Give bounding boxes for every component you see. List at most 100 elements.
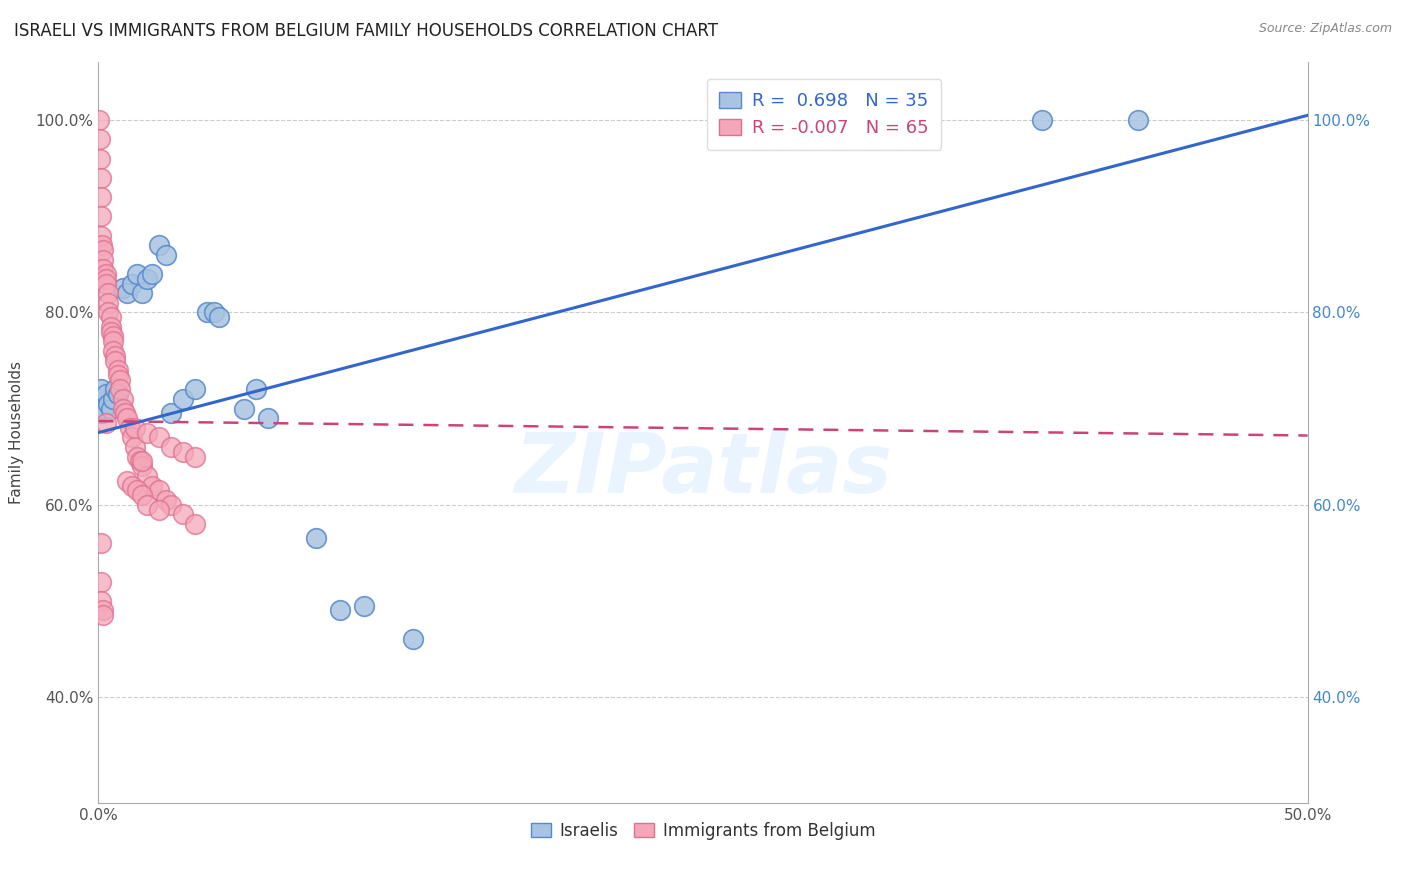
- Point: [90, 228, 112, 243]
- Point: [160, 498, 183, 512]
- Point: [104, 353, 127, 368]
- Point: [121, 478, 143, 492]
- Point: [94, 277, 117, 291]
- Point: [89, 152, 111, 166]
- Point: [100, 401, 122, 416]
- Point: [141, 478, 163, 492]
- Point: [131, 454, 153, 468]
- Point: [148, 238, 170, 252]
- Text: ZIPatlas: ZIPatlas: [515, 429, 891, 510]
- Point: [97, 305, 120, 319]
- Point: [131, 488, 153, 502]
- Point: [94, 272, 117, 286]
- Point: [91, 406, 114, 420]
- Point: [135, 469, 157, 483]
- Point: [837, 113, 859, 128]
- Point: [91, 603, 114, 617]
- Point: [121, 430, 143, 444]
- Point: [101, 329, 124, 343]
- Point: [91, 243, 114, 257]
- Point: [91, 252, 114, 267]
- Point: [94, 267, 117, 281]
- Point: [101, 392, 124, 406]
- Point: [117, 411, 139, 425]
- Point: [232, 401, 254, 416]
- Point: [121, 277, 143, 291]
- Point: [104, 382, 127, 396]
- Point: [104, 349, 127, 363]
- Point: [1128, 113, 1150, 128]
- Point: [135, 425, 157, 440]
- Point: [172, 445, 194, 459]
- Point: [160, 406, 183, 420]
- Point: [124, 440, 146, 454]
- Point: [118, 421, 141, 435]
- Point: [94, 416, 117, 430]
- Text: Source: ZipAtlas.com: Source: ZipAtlas.com: [1258, 22, 1392, 36]
- Point: [184, 382, 207, 396]
- Point: [97, 397, 120, 411]
- Point: [108, 373, 131, 387]
- Point: [89, 392, 111, 406]
- Point: [353, 599, 375, 613]
- Point: [94, 387, 117, 401]
- Point: [101, 334, 124, 349]
- Point: [91, 401, 114, 416]
- Point: [131, 286, 153, 301]
- Text: ISRAELI VS IMMIGRANTS FROM BELGIUM FAMILY HOUSEHOLDS CORRELATION CHART: ISRAELI VS IMMIGRANTS FROM BELGIUM FAMIL…: [14, 22, 718, 40]
- Point: [148, 430, 170, 444]
- Point: [127, 450, 149, 464]
- Point: [148, 502, 170, 516]
- Point: [208, 310, 231, 325]
- Point: [111, 281, 134, 295]
- Point: [90, 574, 112, 589]
- Point: [89, 113, 111, 128]
- Point: [245, 382, 267, 396]
- Point: [107, 363, 129, 377]
- Point: [90, 536, 112, 550]
- Point: [172, 508, 194, 522]
- Point: [195, 305, 218, 319]
- Point: [107, 368, 129, 382]
- Point: [114, 406, 136, 420]
- Point: [172, 392, 194, 406]
- Point: [305, 532, 328, 546]
- Point: [184, 516, 207, 531]
- Point: [256, 411, 278, 425]
- Point: [100, 319, 122, 334]
- Point: [108, 382, 131, 396]
- Point: [127, 267, 149, 281]
- Point: [100, 310, 122, 325]
- Point: [155, 248, 177, 262]
- Point: [402, 632, 425, 647]
- Point: [90, 209, 112, 223]
- Point: [90, 594, 112, 608]
- Point: [135, 498, 157, 512]
- Point: [329, 603, 352, 617]
- Point: [100, 325, 122, 339]
- Point: [97, 295, 120, 310]
- Point: [111, 392, 134, 406]
- Point: [91, 608, 114, 623]
- Point: [128, 454, 150, 468]
- Point: [184, 450, 207, 464]
- Point: [89, 132, 111, 146]
- Point: [127, 483, 149, 498]
- Point: [204, 305, 226, 319]
- Point: [148, 483, 170, 498]
- Point: [91, 238, 114, 252]
- Point: [155, 492, 177, 507]
- Point: [141, 267, 163, 281]
- Point: [97, 286, 120, 301]
- Point: [135, 272, 157, 286]
- Point: [111, 401, 134, 416]
- Point: [90, 170, 112, 185]
- Point: [101, 343, 124, 358]
- Point: [1031, 113, 1053, 128]
- Legend: Israelis, Immigrants from Belgium: Israelis, Immigrants from Belgium: [524, 815, 882, 847]
- Point: [90, 382, 112, 396]
- Point: [124, 421, 146, 435]
- Point: [117, 286, 139, 301]
- Point: [117, 474, 139, 488]
- Point: [160, 440, 183, 454]
